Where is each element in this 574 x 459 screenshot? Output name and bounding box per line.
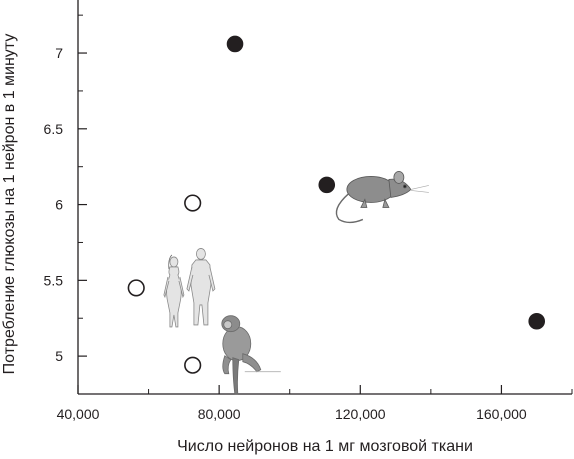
data-point-open	[127, 279, 145, 297]
y-axis-title: Потребление глюкозы на 1 нейрон в 1 мину…	[1, 34, 18, 375]
x-axis-title: Число нейронов на 1 мг мозговой ткани	[177, 438, 473, 455]
x-tick-label: 40,000	[57, 406, 100, 422]
x-tick-label: 120,000	[335, 406, 386, 422]
woman-figure	[163, 254, 185, 328]
y-tick-label: 6.5	[44, 121, 64, 137]
man-figure	[186, 248, 216, 326]
data-point-open	[184, 356, 202, 374]
data-point-filled	[528, 312, 546, 330]
y-tick-label: 5	[55, 348, 63, 364]
y-tick-label: 6	[55, 197, 63, 213]
x-tick-label: 80,000	[198, 406, 241, 422]
x-tick-label: 160,000	[476, 406, 527, 422]
axes	[77, 0, 572, 395]
tick-marks	[77, 14, 573, 394]
y-tick-label: 7	[55, 45, 63, 61]
data-points	[127, 35, 546, 374]
y-tick-label: 5.5	[44, 272, 64, 288]
data-point-filled	[318, 176, 336, 194]
tick-labels: 40,000 80,000 120,000 160,000 5 5.5 6 6.5 7	[44, 45, 527, 422]
rat-icon	[335, 171, 429, 224]
human-couple-icon	[163, 248, 216, 328]
data-point-open	[184, 194, 202, 212]
data-point-filled	[226, 35, 244, 53]
monkey-icon	[221, 315, 281, 395]
